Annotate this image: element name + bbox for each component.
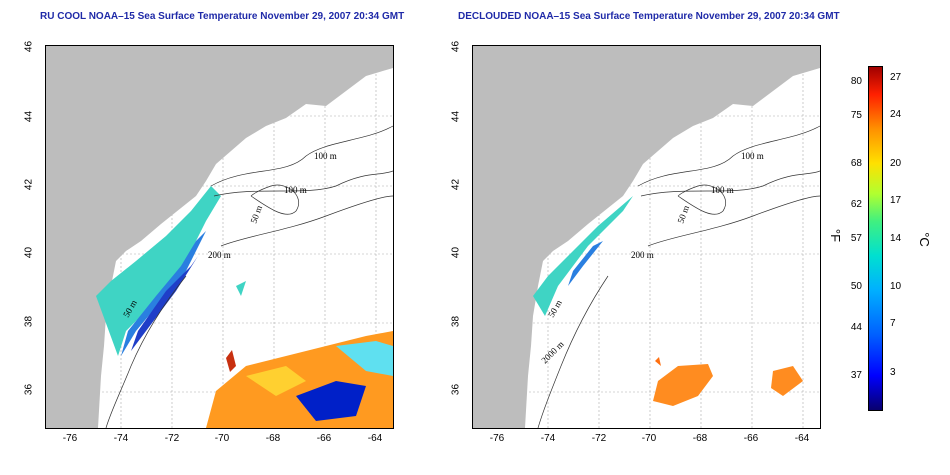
y-tick-label: 38 [23,315,35,328]
y-tick-label: 46 [450,40,462,53]
right-map-canvas: 100 m 100 m 50 m 200 m 50 m 2000 m [473,46,820,428]
right-map: 100 m 100 m 50 m 200 m 50 m 2000 m [472,45,821,429]
y-tick-label: 38 [450,315,462,328]
colorbar [868,66,883,411]
colorbar-c-tick: 10 [890,281,902,292]
colorbar-c-tick: 24 [890,109,902,120]
contour-label: 50 m [248,204,264,225]
colorbar-c-tick: 17 [890,195,902,206]
contour-label: 100 m [741,151,764,161]
colorbar-f-tick: 75 [850,110,862,121]
x-tick-label: -76 [62,433,78,444]
left-map-canvas: 100 m 100 m 50 m 200 m 50 m [46,46,393,428]
contour-label: 50 m [675,204,691,225]
x-tick-label: -74 [113,433,129,444]
contour-label: 2000 m [539,339,565,365]
celsius-unit-label: °C [916,232,932,247]
contour-label: 100 m [711,185,734,195]
x-tick-label: -66 [743,433,759,444]
x-tick-label: -74 [540,433,556,444]
x-tick-label: -70 [214,433,230,444]
y-tick-label: 36 [23,383,35,396]
contour-label: 100 m [314,151,337,161]
contour-label: 100 m [284,185,307,195]
colorbar-c-tick: 3 [890,367,896,378]
y-tick-label: 42 [450,178,462,191]
colorbar-c-tick: 27 [890,72,902,83]
contour-label: 200 m [208,250,231,260]
colorbar-f-tick: 80 [850,76,862,87]
colorbar-f-tick: 50 [850,281,862,292]
colorbar-c-tick: 20 [890,158,902,169]
x-tick-label: -64 [794,433,810,444]
contour-label: 200 m [631,250,654,260]
y-tick-label: 42 [23,178,35,191]
colorbar-c-tick: 7 [890,318,896,329]
y-tick-label: 46 [23,40,35,53]
colorbar-f-tick: 68 [850,158,862,169]
y-tick-label: 40 [450,246,462,259]
x-tick-label: -72 [591,433,607,444]
colorbar-f-tick: 37 [850,370,862,381]
y-tick-label: 44 [23,110,35,123]
y-tick-label: 36 [450,383,462,396]
x-tick-label: -70 [641,433,657,444]
y-tick-label: 40 [23,246,35,259]
colorbar-f-tick: 62 [850,199,862,210]
land-mass [46,46,393,428]
sst-offshore [653,364,713,406]
left-map-title: RU COOL NOAA–15 Sea Surface Temperature … [40,11,405,22]
x-tick-label: -66 [316,433,332,444]
fahrenheit-unit-label: °F [828,228,844,243]
colorbar-f-tick: 57 [850,233,862,244]
x-tick-label: -68 [692,433,708,444]
left-map: 100 m 100 m 50 m 200 m 50 m [45,45,394,429]
x-tick-label: -76 [489,433,505,444]
x-tick-label: -64 [367,433,383,444]
sst-nearshore [96,186,221,356]
x-tick-label: -72 [164,433,180,444]
colorbar-f-tick: 44 [850,322,862,333]
y-tick-label: 44 [450,110,462,123]
sst-nearshore [533,196,633,316]
x-tick-label: -68 [265,433,281,444]
land-mass [473,46,820,428]
colorbar-c-tick: 14 [890,233,902,244]
right-map-title: DECLOUDED NOAA–15 Sea Surface Temperatur… [458,11,840,22]
